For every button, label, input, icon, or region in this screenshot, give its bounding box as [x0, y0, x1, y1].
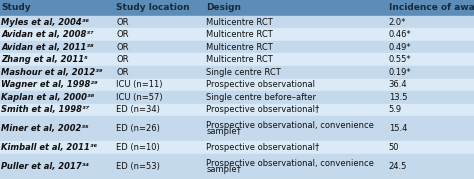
- Text: Prospective observational†: Prospective observational†: [206, 143, 319, 152]
- Text: Zhang et al, 2011⁵: Zhang et al, 2011⁵: [1, 55, 88, 64]
- Text: Multicentre RCT: Multicentre RCT: [206, 18, 273, 26]
- Text: Miner et al, 2002³⁵: Miner et al, 2002³⁵: [1, 124, 89, 133]
- Bar: [0, 16, 474, 28]
- Text: Wagner et al, 1998²⁹: Wagner et al, 1998²⁹: [1, 80, 98, 89]
- Text: Prospective observational†: Prospective observational†: [206, 105, 319, 114]
- Bar: [0, 0, 474, 16]
- Text: OR: OR: [116, 43, 128, 52]
- Text: Smith et al, 1998³⁷: Smith et al, 1998³⁷: [1, 105, 90, 114]
- Bar: [0, 91, 474, 104]
- Text: OR: OR: [116, 55, 128, 64]
- Text: 2.0*: 2.0*: [389, 18, 406, 26]
- Text: OR: OR: [116, 68, 128, 77]
- Bar: [0, 154, 474, 179]
- Text: Puller et al, 2017³⁴: Puller et al, 2017³⁴: [1, 162, 90, 171]
- Text: 15.4: 15.4: [389, 124, 407, 133]
- Text: sample†: sample†: [206, 127, 241, 136]
- Text: ICU (n=11): ICU (n=11): [116, 80, 163, 89]
- Text: 0.49*: 0.49*: [389, 43, 411, 52]
- Text: OR: OR: [116, 18, 128, 26]
- Bar: [0, 28, 474, 41]
- Text: 36.4: 36.4: [389, 80, 407, 89]
- Text: Study location: Study location: [116, 3, 190, 12]
- Text: 0.46*: 0.46*: [389, 30, 411, 39]
- Text: Myles et al, 2004³⁶: Myles et al, 2004³⁶: [1, 18, 90, 26]
- Text: ED (n=26): ED (n=26): [116, 124, 160, 133]
- Text: Prospective observational: Prospective observational: [206, 80, 315, 89]
- Bar: [0, 53, 474, 66]
- Text: 24.5: 24.5: [389, 162, 407, 171]
- Text: Prospective observational, convenience: Prospective observational, convenience: [206, 121, 374, 130]
- Text: Prospective observational, convenience: Prospective observational, convenience: [206, 159, 374, 168]
- Text: 5.9: 5.9: [389, 105, 402, 114]
- Bar: [0, 41, 474, 53]
- Text: Incidence of awareness, %: Incidence of awareness, %: [389, 3, 474, 12]
- Text: 0.55*: 0.55*: [389, 55, 411, 64]
- Bar: [0, 141, 474, 154]
- Text: Design: Design: [206, 3, 241, 12]
- Text: 13.5: 13.5: [389, 93, 407, 102]
- Bar: [0, 79, 474, 91]
- Text: Single centre RCT: Single centre RCT: [206, 68, 281, 77]
- Text: Kaplan et al, 2000³⁸: Kaplan et al, 2000³⁸: [1, 93, 95, 102]
- Text: Kimball et al, 2011³⁶: Kimball et al, 2011³⁶: [1, 143, 98, 152]
- Text: Avidan et al, 2011³⁸: Avidan et al, 2011³⁸: [1, 43, 94, 52]
- Text: 0.19*: 0.19*: [389, 68, 411, 77]
- Bar: [0, 66, 474, 79]
- Bar: [0, 104, 474, 116]
- Text: sample†: sample†: [206, 165, 241, 174]
- Text: Multicentre RCT: Multicentre RCT: [206, 43, 273, 52]
- Text: ED (n=10): ED (n=10): [116, 143, 160, 152]
- Text: OR: OR: [116, 30, 128, 39]
- Text: ICU (n=57): ICU (n=57): [116, 93, 163, 102]
- Text: Single centre before–after: Single centre before–after: [206, 93, 316, 102]
- Text: Multicentre RCT: Multicentre RCT: [206, 55, 273, 64]
- Text: 50: 50: [389, 143, 399, 152]
- Text: Avidan et al, 2008³⁷: Avidan et al, 2008³⁷: [1, 30, 94, 39]
- Text: Multicentre RCT: Multicentre RCT: [206, 30, 273, 39]
- Text: ED (n=34): ED (n=34): [116, 105, 160, 114]
- Bar: [0, 116, 474, 141]
- Text: ED (n=53): ED (n=53): [116, 162, 160, 171]
- Text: Study: Study: [1, 3, 31, 12]
- Text: Mashour et al, 2012³⁹: Mashour et al, 2012³⁹: [1, 68, 103, 77]
